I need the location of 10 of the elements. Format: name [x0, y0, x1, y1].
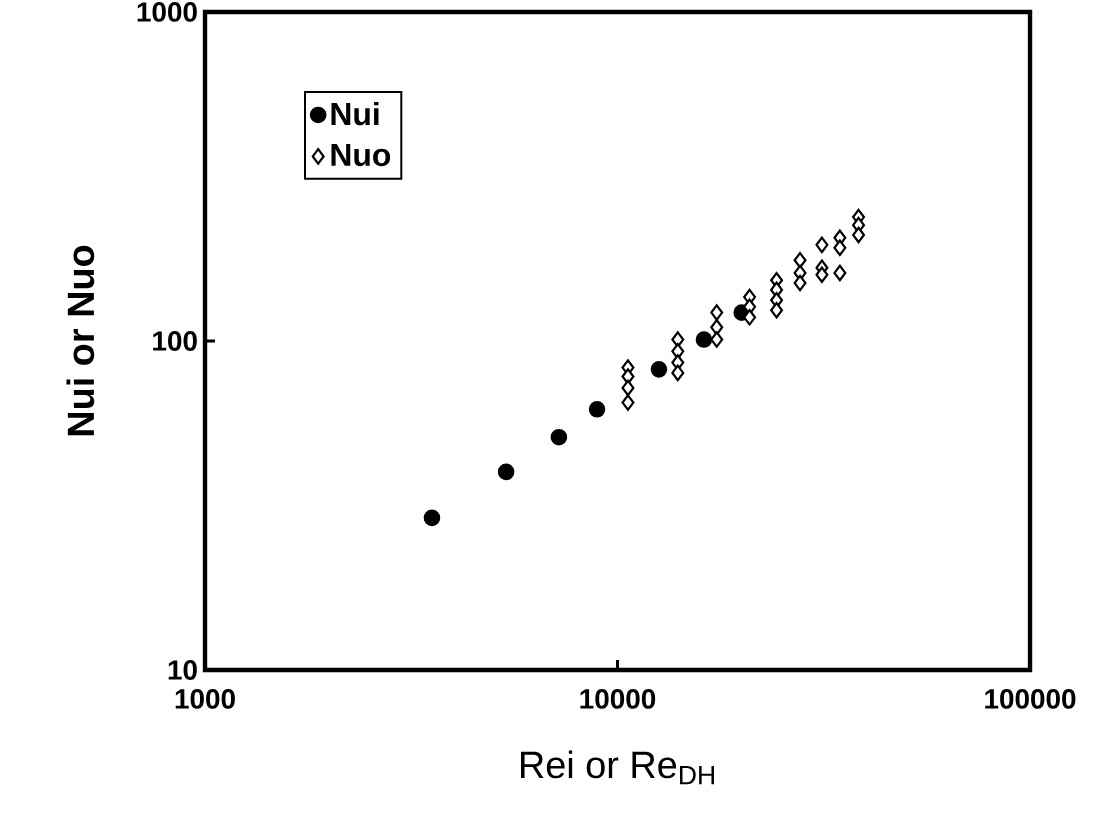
y-tick-label: 1000 [137, 2, 197, 22]
y-tick-label: 100 [153, 331, 197, 351]
x-tick-label: 10000 [580, 689, 656, 709]
y-tick-label: 10 [168, 660, 197, 680]
legend-label: Nuo [331, 143, 391, 167]
legend-label: Nui [331, 101, 379, 126]
x-axis-title: Rei or Re$_{DH}$ [521, 750, 714, 785]
x-tick-label: 1000 [175, 689, 235, 709]
y-axis-title: Nui or Nuo [66, 245, 95, 436]
x-tick-label: 100000 [985, 689, 1076, 709]
